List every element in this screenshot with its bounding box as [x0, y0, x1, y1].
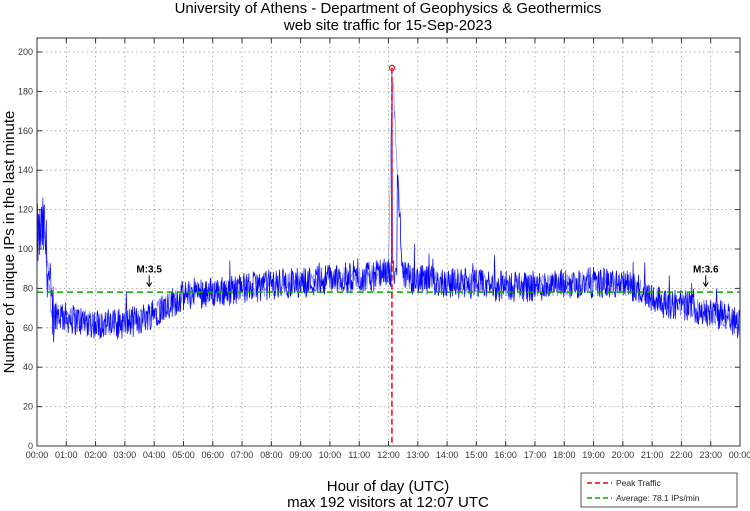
- earthquake-annotation: M:3.6: [693, 264, 719, 275]
- y-tick-label: 20: [23, 402, 33, 412]
- x-tick-label: 15:00: [465, 450, 488, 460]
- y-tick-label: 100: [18, 244, 33, 254]
- legend-average-label: Average: 78.1 IPs/min: [616, 493, 700, 503]
- annotation-arrow-head-icon: [702, 282, 709, 288]
- x-tick-label: 00:00: [729, 450, 750, 460]
- x-tick-label: 04:00: [143, 450, 166, 460]
- legend-peak-label: Peak Traffic: [616, 478, 661, 488]
- x-tick-label: 16:00: [494, 450, 517, 460]
- x-tick-label: 03:00: [114, 450, 137, 460]
- peak-marker: [388, 64, 396, 71]
- x-tick-label: 05:00: [172, 450, 195, 460]
- y-tick-label: 80: [23, 283, 33, 293]
- x-axis-label: Hour of day (UTC): [327, 478, 450, 495]
- x-tick-label: 20:00: [612, 450, 635, 460]
- x-tick-label: 06:00: [201, 450, 224, 460]
- x-tick-label: 12:00: [377, 450, 400, 460]
- x-tick-label: 13:00: [407, 450, 430, 460]
- x-tick-label: 02:00: [84, 450, 107, 460]
- y-tick-label: 200: [18, 47, 33, 57]
- x-tick-label: 10:00: [319, 450, 342, 460]
- x-tick-label: 23:00: [699, 450, 722, 460]
- annotation-arrow-head-icon: [146, 282, 153, 288]
- x-tick-label: 17:00: [524, 450, 547, 460]
- legend-box: [580, 472, 738, 508]
- y-tick-label: 60: [23, 323, 33, 333]
- x-tick-label: 19:00: [582, 450, 605, 460]
- y-tick-label: 140: [18, 165, 33, 175]
- earthquake-annotation: M:3.5: [136, 264, 162, 275]
- y-axis-label: Number of unique IPs in the last minute: [1, 111, 18, 374]
- series-layer: [36, 67, 741, 343]
- grid-lines: [37, 38, 740, 446]
- peak-summary-label: max 192 visitors at 12:07 UTC: [287, 494, 489, 511]
- x-tick-label: 09:00: [289, 450, 312, 460]
- legend: Peak Traffic Average: 78.1 IPs/min: [580, 472, 738, 508]
- chart-title: University of Athens - Department of Geo…: [175, 0, 602, 17]
- y-tick-label: 180: [18, 86, 33, 96]
- chart-subtitle: web site traffic for 15-Sep-2023: [283, 17, 492, 34]
- x-tick-label: 22:00: [670, 450, 693, 460]
- y-axis-ticks: 0 20 40 60 80 100 120 140 160 180 200: [18, 47, 740, 451]
- x-tick-label: 00:00: [26, 450, 49, 460]
- x-tick-label: 11:00: [348, 450, 370, 460]
- y-tick-label: 40: [23, 362, 33, 372]
- series-line: [36, 67, 741, 343]
- x-tick-label: 21:00: [641, 450, 664, 460]
- x-tick-label: 18:00: [553, 450, 576, 460]
- y-tick-label: 0: [28, 441, 33, 451]
- x-tick-label: 01:00: [55, 450, 78, 460]
- x-tick-label: 14:00: [436, 450, 459, 460]
- y-tick-label: 160: [18, 126, 33, 136]
- x-tick-label: 07:00: [231, 450, 254, 460]
- x-axis-ticks: 00:00 01:00 02:00 03:00 04:00 05:00 06:00 07:00…: [26, 38, 750, 460]
- overlay-layer: M:3.5 M:3.6: [37, 64, 740, 446]
- x-tick-label: 08:00: [260, 450, 283, 460]
- y-tick-label: 120: [18, 205, 33, 215]
